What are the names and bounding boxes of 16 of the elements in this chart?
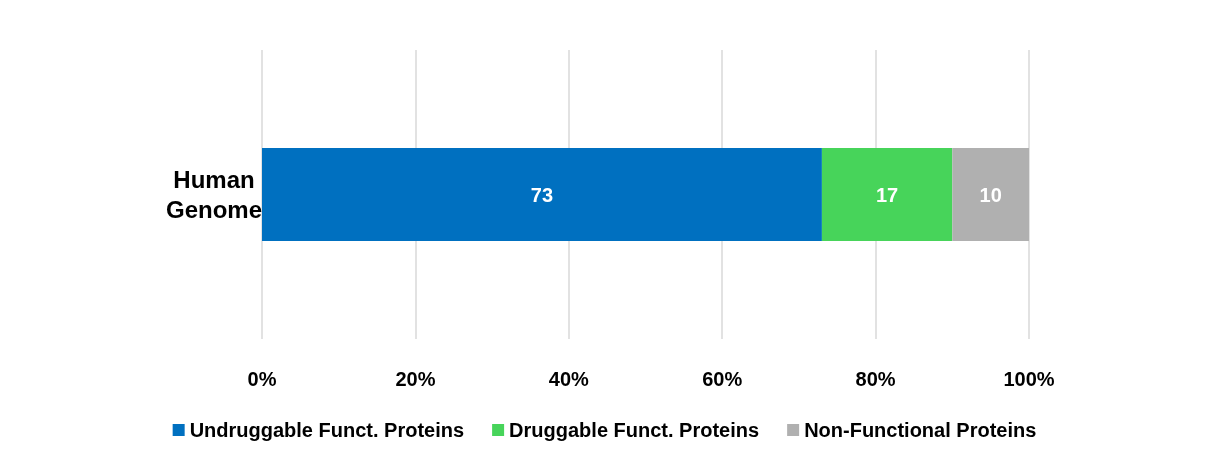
legend-label: Druggable Funct. Proteins bbox=[509, 419, 760, 441]
legend-label: Non-Functional Proteins bbox=[804, 419, 1037, 441]
x-tick-label: 0% bbox=[247, 368, 277, 390]
bar bbox=[821, 148, 953, 241]
x-tick-label: 80% bbox=[855, 368, 896, 390]
x-tick-label: 40% bbox=[548, 368, 590, 390]
data-label: 10 bbox=[979, 183, 1002, 206]
bar bbox=[952, 148, 1029, 241]
legend-label: Undruggable Funct. Proteins bbox=[189, 419, 465, 441]
x-tick-label: 20% bbox=[395, 368, 436, 390]
x-tick-label: 100% bbox=[1003, 368, 1055, 390]
y-tick-label: Human Genome bbox=[165, 166, 263, 223]
x-tick-label: 60% bbox=[702, 368, 743, 390]
data-label: 73 bbox=[530, 183, 554, 206]
data-label: 17 bbox=[875, 183, 899, 206]
bar bbox=[262, 148, 822, 241]
